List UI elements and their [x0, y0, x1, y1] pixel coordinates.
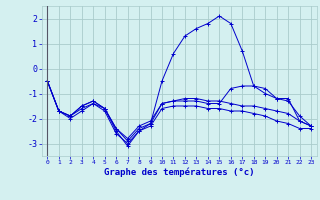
X-axis label: Graphe des températures (°c): Graphe des températures (°c): [104, 168, 254, 177]
